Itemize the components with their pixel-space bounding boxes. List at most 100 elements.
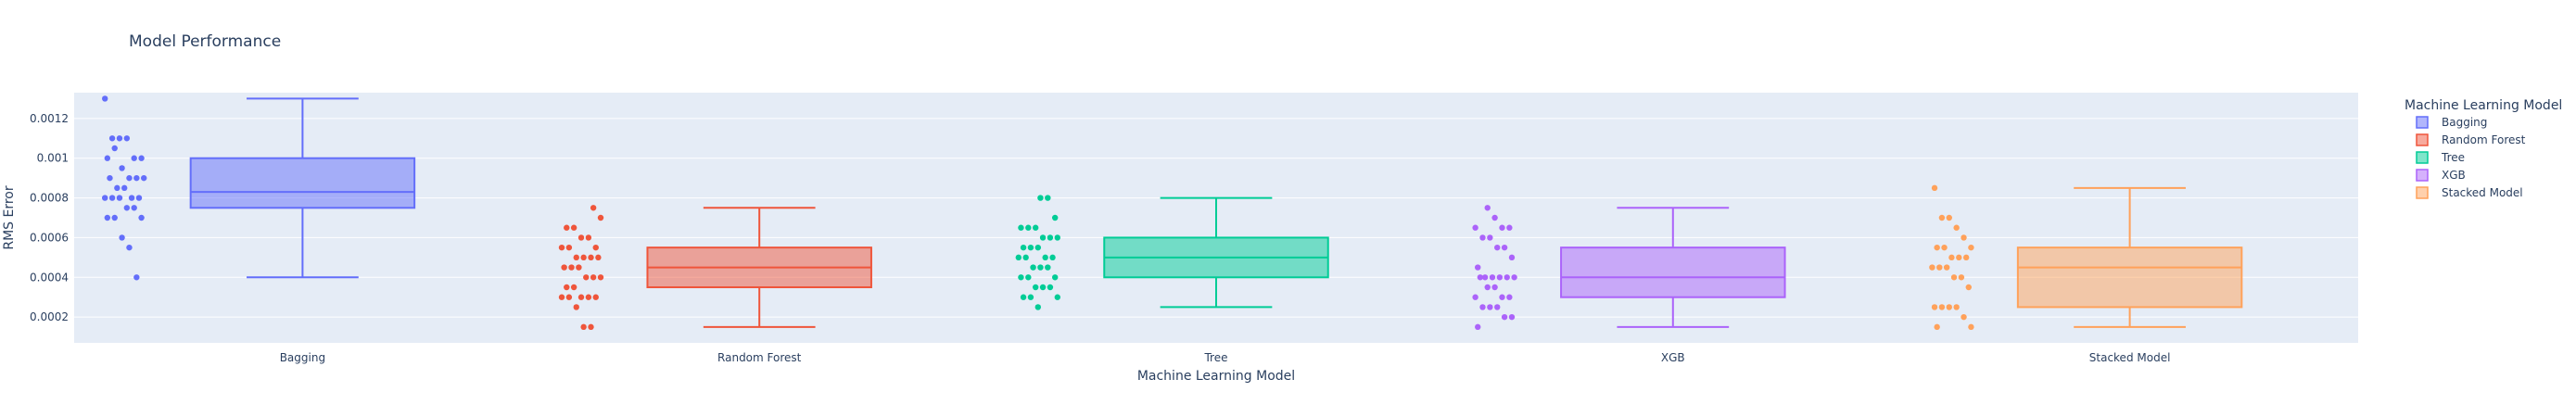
legend-label: Random Forest [2442,133,2526,146]
data-point [1037,195,1044,201]
data-point [1931,184,1938,192]
data-point [1015,254,1022,261]
y-tick-label: 0.0008 [30,192,69,205]
data-point [590,274,597,281]
box [1560,246,1786,298]
data-point [119,234,125,241]
y-axis-title: RMS Error [2,185,17,250]
x-tick-label: Bagging [280,351,325,364]
data-point [597,214,604,221]
x-axis-title: Machine Learning Model [1137,369,1295,384]
data-point [107,174,113,182]
data-point [568,264,575,271]
data-point [1042,254,1048,261]
box [189,157,416,209]
data-point [1501,244,1508,251]
data-point [1027,244,1034,251]
data-point [1020,294,1027,300]
data-point [1487,304,1493,310]
data-point [1931,304,1938,310]
data-point [119,165,125,171]
data-point [1018,274,1024,281]
data-point [570,224,577,231]
data-point [1475,264,1481,271]
data-point [561,264,567,271]
data-point [1039,234,1047,241]
data-point [1047,234,1054,241]
data-point [564,224,570,231]
data-point [1491,214,1498,221]
legend-item-bagging: Bagging [2416,116,2487,129]
data-point [1948,254,1955,261]
x-tick-label: Tree [1203,351,1227,364]
data-point [1508,313,1516,321]
data-point [104,214,111,221]
data-point [1494,304,1501,310]
data-point [1472,294,1478,300]
data-point [573,304,579,310]
box-trace-bagging [102,95,416,281]
data-point [111,145,118,152]
legend-label: Stacked Model [2442,186,2523,199]
box-trace-random-forest [558,205,872,331]
box-trace-stacked-model [1929,184,2243,331]
data-point [123,205,131,211]
data-point [1965,284,1972,291]
data-point [1032,224,1039,231]
data-point [1511,274,1517,281]
data-point [1961,313,1967,321]
data-point [1484,284,1491,291]
data-point [595,254,602,261]
data-point [1477,274,1484,281]
data-point [588,254,594,261]
data-point [1022,254,1029,261]
data-point [111,214,118,221]
data-point [1953,304,1960,310]
legend-label: XGB [2442,169,2466,182]
data-point [592,294,599,300]
data-point [585,294,592,300]
x-tick-label: XGB [1661,351,1685,364]
data-point [1032,284,1039,291]
x-tick-labels: Bagging Random Forest Tree XGB Stacked Model [280,351,2171,364]
data-point [133,174,140,182]
data-point [1958,274,1965,281]
legend-item-xgb: XGB [2416,169,2466,182]
y-tick-label: 0.0012 [30,112,69,125]
data-point [131,205,137,211]
data-point [131,155,137,161]
legend-label: Bagging [2442,116,2487,129]
data-point [1943,264,1950,271]
data-point [1968,244,1974,251]
data-point [1494,244,1501,251]
data-point [1946,304,1952,310]
data-point [1475,323,1481,331]
data-point [1479,234,1486,241]
legend-label: Tree [2441,151,2465,164]
data-point [1045,264,1051,271]
data-point [1045,195,1051,201]
data-point [128,195,135,201]
data-point [580,254,587,261]
data-point [123,135,131,142]
legend-swatch [2416,169,2429,182]
data-point [1049,254,1056,261]
legend: Machine Learning Model Bagging Random For… [2405,98,2562,199]
data-point [1025,274,1032,281]
data-point [565,244,573,251]
data-point [1956,254,1962,261]
legend-item-tree: Tree [2416,151,2465,164]
data-point [1941,244,1948,251]
data-point [1487,234,1493,241]
data-point [1054,234,1061,241]
x-tick-label: Random Forest [717,351,802,364]
y-tick-label: 0.0002 [30,310,69,323]
data-point [116,195,123,201]
data-point [114,184,121,192]
data-point [577,234,585,241]
data-point [126,244,133,251]
data-point [558,294,565,300]
data-point [104,155,111,161]
data-point [1950,274,1958,281]
data-point [576,264,582,271]
